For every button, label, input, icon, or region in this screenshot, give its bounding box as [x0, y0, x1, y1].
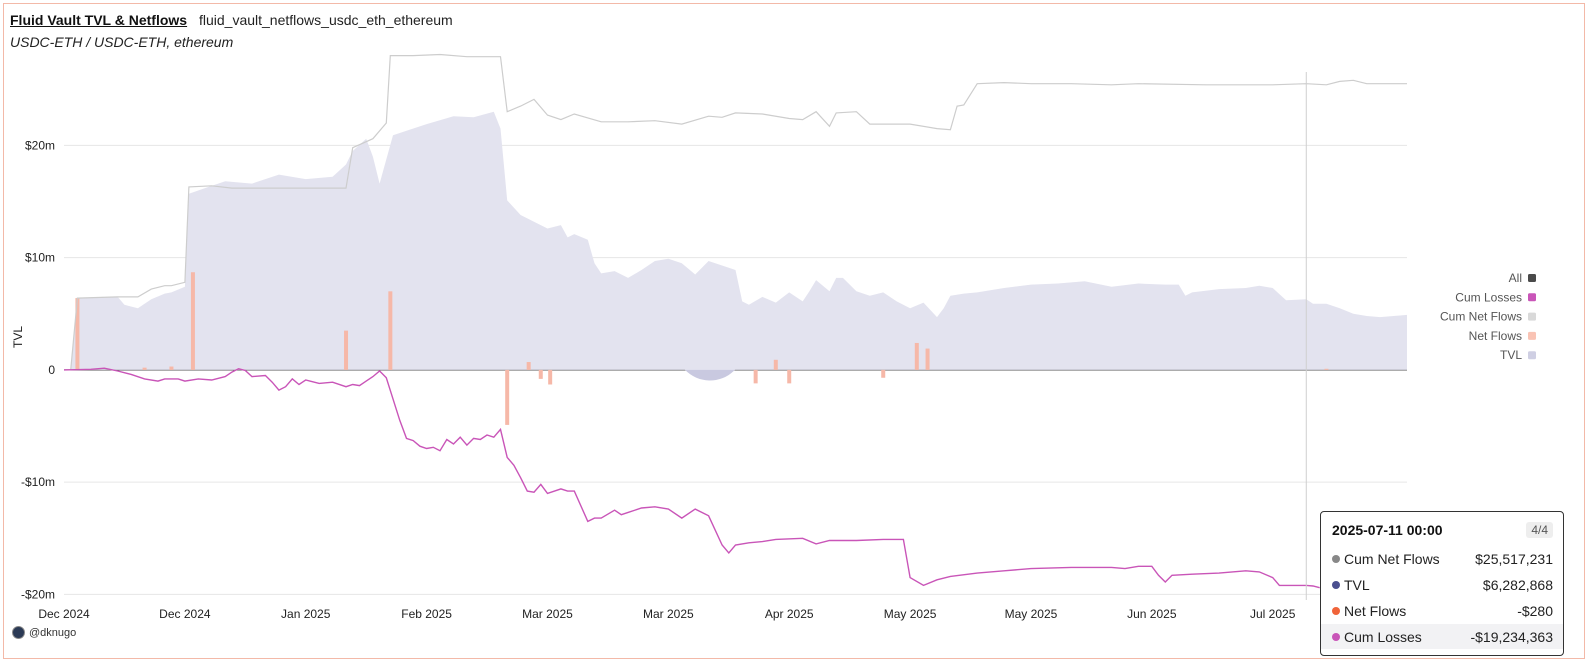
- x-tick-label: Mar 2025: [522, 607, 573, 621]
- series-dot-icon: [1332, 580, 1340, 589]
- tooltip-count: 4/4: [1526, 522, 1553, 538]
- tooltip-row-net-flows: Net Flows -$280: [1321, 598, 1563, 623]
- x-tick-label: Dec 2024: [38, 607, 90, 621]
- area-series: [70, 111, 1408, 370]
- legend: All Cum Losses Cum Net Flows Net Flows TVL: [1440, 271, 1536, 362]
- chart-title[interactable]: Fluid Vault TVL & Netflows: [10, 12, 188, 28]
- tooltip-label: Net Flows: [1344, 602, 1407, 619]
- y-tick-label: -$10m: [21, 475, 55, 489]
- net-flow-bar[interactable]: [505, 369, 510, 425]
- x-axis: Dec 2024 Dec 2024 Jan 2025 Feb 2025 Mar 2025…: [38, 607, 1295, 621]
- tooltip-date: 2025-07-11 00:00: [1332, 522, 1443, 538]
- net-flow-bar[interactable]: [753, 369, 758, 384]
- title-row: Fluid Vault TVL & Netflows fluid_vault_n…: [10, 12, 453, 28]
- net-flow-bar[interactable]: [548, 369, 553, 385]
- y-tick-label: -$20m: [21, 587, 55, 601]
- bar-series: [75, 272, 1329, 425]
- net-flow-bar[interactable]: [190, 272, 195, 370]
- x-tick-label: Dec 2024: [159, 607, 211, 621]
- line-series: [63, 53, 1407, 600]
- tooltip-row-tvl: TVL $6,282,868: [1321, 572, 1563, 597]
- series-dot-icon: [1332, 606, 1340, 615]
- x-tick-label: Feb 2025: [401, 607, 452, 621]
- x-tick-label: Jul 2025: [1250, 607, 1296, 621]
- tooltip-row-cum-net-flows: Cum Net Flows $25,517,231: [1321, 546, 1563, 571]
- net-flow-bar[interactable]: [914, 342, 919, 370]
- net-flow-bar[interactable]: [142, 367, 147, 370]
- y-axis: $20m $10m 0 -$10m -$20m TVL: [11, 138, 55, 601]
- tvl-area: [70, 111, 1408, 370]
- net-flow-bar[interactable]: [1324, 368, 1329, 370]
- legend-swatch[interactable]: [1528, 312, 1536, 321]
- y-tick-label: $10m: [25, 251, 55, 265]
- chart-frame: [3, 3, 1585, 659]
- chart-subtitle: USDC-ETH / USDC-ETH, ethereum: [10, 34, 234, 50]
- cum-losses-line: [63, 367, 1320, 589]
- tooltip-row-cum-losses: Cum Losses -$19,234,363: [1321, 624, 1563, 649]
- x-tick-label: Apr 2025: [765, 607, 814, 621]
- net-flow-bar[interactable]: [787, 369, 792, 384]
- net-flow-bar[interactable]: [925, 348, 930, 370]
- net-flow-bar[interactable]: [538, 369, 543, 379]
- legend-swatch[interactable]: [1528, 274, 1536, 282]
- net-flow-bar[interactable]: [526, 362, 531, 370]
- legend-label[interactable]: TVL: [1500, 348, 1522, 362]
- x-tick-label: Jan 2025: [281, 607, 331, 621]
- net-flow-bar[interactable]: [169, 366, 174, 370]
- tooltip: 2025-07-11 00:00 4/4 Cum Net Flows $25,5…: [1320, 511, 1564, 656]
- legend-swatch[interactable]: [1528, 351, 1536, 360]
- tooltip-value: -$280: [1517, 602, 1553, 619]
- cum-net-flows-line: [70, 53, 1407, 370]
- y-axis-label: TVL: [11, 326, 25, 348]
- x-tick-label: May 2025: [884, 607, 937, 621]
- legend-label[interactable]: All: [1509, 271, 1522, 285]
- x-tick-label: Mar 2025: [643, 607, 694, 621]
- legend-label[interactable]: Cum Losses: [1455, 290, 1522, 304]
- avatar: [12, 626, 25, 639]
- tooltip-label: Cum Net Flows: [1344, 550, 1440, 567]
- net-flow-bar[interactable]: [881, 369, 886, 378]
- query-name: fluid_vault_netflows_usdc_eth_ethereum: [198, 12, 453, 28]
- legend-label[interactable]: Net Flows: [1469, 329, 1522, 343]
- legend-swatch[interactable]: [1528, 331, 1536, 340]
- tooltip-header: 2025-07-11 00:00 4/4: [1321, 512, 1563, 538]
- legend-swatch[interactable]: [1528, 293, 1536, 302]
- net-flow-bar[interactable]: [773, 359, 778, 370]
- net-flow-bar[interactable]: [388, 291, 393, 370]
- tooltip-value: -$19,234,363: [1470, 628, 1553, 645]
- tooltip-label: TVL: [1344, 576, 1370, 593]
- tooltip-value: $25,517,231: [1475, 550, 1553, 567]
- x-tick-label: Jun 2025: [1127, 607, 1177, 621]
- author-handle: @dknugo: [29, 626, 77, 639]
- series-dot-icon: [1332, 632, 1340, 641]
- legend-label[interactable]: Cum Net Flows: [1440, 310, 1522, 324]
- x-tick-label: May 2025: [1005, 607, 1058, 621]
- tooltip-label: Cum Losses: [1344, 628, 1422, 645]
- y-tick-label: $20m: [25, 138, 55, 152]
- net-flow-bar[interactable]: [344, 330, 349, 370]
- net-flow-bar[interactable]: [75, 298, 80, 370]
- tooltip-value: $6,282,868: [1482, 576, 1553, 593]
- author[interactable]: @dknugo: [12, 626, 76, 639]
- series-dot-icon: [1332, 554, 1340, 563]
- y-tick-label: 0: [48, 363, 55, 377]
